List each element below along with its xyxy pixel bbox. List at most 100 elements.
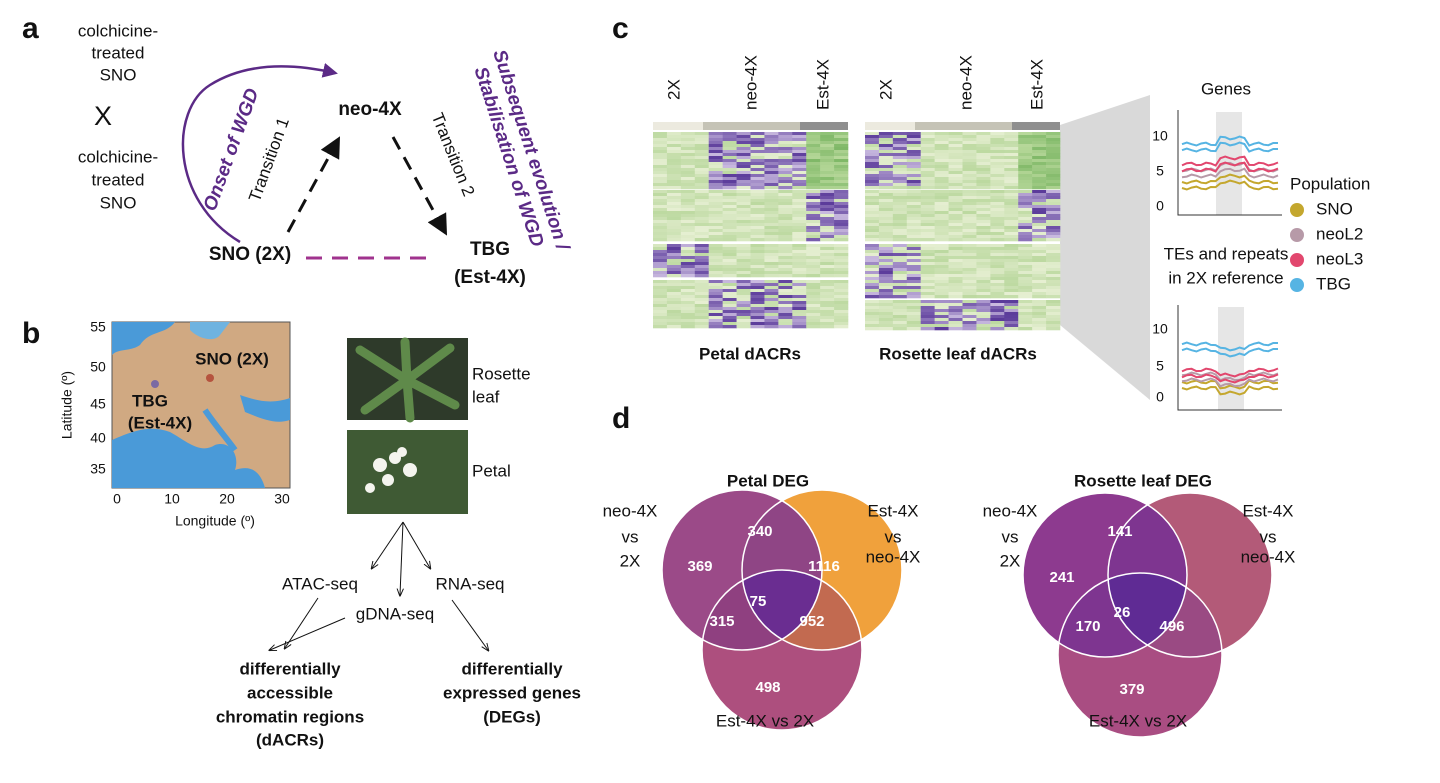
heatmap-cell: [990, 300, 1005, 304]
region-count: 241: [1049, 569, 1074, 586]
heatmap-cell: [680, 177, 696, 181]
heatmap-cell: [750, 262, 765, 266]
heatmap-cell: [962, 183, 977, 187]
heatmap-cell: [666, 235, 682, 239]
heatmap-cell: [736, 244, 751, 248]
heatmap-cell: [778, 244, 793, 248]
heatmap-cell: [976, 303, 991, 307]
heatmap-cell: [1032, 292, 1047, 296]
heatmap-cell: [806, 177, 821, 181]
heatmap-cell: [666, 259, 682, 263]
profile-axis: [1177, 110, 1282, 216]
heatmap-cell: [962, 321, 977, 325]
heatmap-cell: [736, 180, 751, 184]
flow-arrow: [285, 597, 319, 648]
heatmap-cell: [906, 156, 922, 160]
heatmap-cell: [778, 217, 793, 221]
heatmap-cell: [653, 202, 668, 206]
panel-label: d: [612, 402, 630, 435]
heatmap-cell: [792, 256, 807, 260]
heatmap-cell: [694, 325, 710, 329]
heatmap-cell: [1046, 253, 1061, 257]
heatmap-cell: [990, 183, 1005, 187]
heatmap-cell: [680, 247, 696, 251]
heatmap-cell: [906, 286, 922, 290]
heatmap-cell: [1004, 135, 1019, 139]
heatmap-cell: [990, 265, 1005, 269]
heatmap-cell: [1004, 138, 1019, 142]
tissue-label: leaf: [472, 387, 500, 406]
heatmap-cell: [806, 171, 821, 175]
heatmap-cell: [934, 205, 949, 209]
region-count: 75: [750, 593, 767, 610]
heatmap-cell: [806, 217, 821, 221]
heatmap-cell: [892, 214, 908, 218]
output-label: differentially: [461, 659, 563, 678]
heatmap-cell: [906, 168, 922, 172]
output-label: accessible: [247, 683, 333, 702]
heatmap-cell: [1018, 135, 1033, 139]
heatmap-cell: [892, 156, 908, 160]
heatmap-cell: [722, 183, 737, 187]
heatmap-cell: [990, 315, 1005, 319]
profile-line: [1181, 341, 1278, 352]
heatmap-cell: [736, 214, 751, 218]
heatmap-cell: [764, 253, 779, 257]
heatmap-cell: [1004, 289, 1019, 293]
heatmap-cell: [834, 226, 849, 230]
heatmap-cell: [778, 289, 793, 293]
heatmap-cell: [708, 135, 723, 139]
profile-line: [1181, 347, 1278, 358]
heatmap-cell: [820, 159, 835, 163]
heatmap-cell: [976, 229, 991, 233]
heatmap-cell: [920, 202, 935, 206]
heatmap-cell: [666, 286, 682, 290]
heatmap-cell: [934, 174, 949, 178]
heatmap-cell: [834, 238, 849, 242]
heatmap-cell: [976, 306, 991, 310]
heatmap-cell: [920, 253, 935, 257]
heatmap-cell: [948, 208, 963, 212]
heatmap-cell: [1018, 280, 1033, 284]
heatmap-cell: [722, 190, 737, 194]
heatmap-cell: [934, 303, 949, 307]
heatmap-cell: [1018, 180, 1033, 184]
heatmap-cell: [736, 298, 751, 302]
heatmap-cell: [948, 232, 963, 236]
heatmap-cell: [962, 141, 977, 145]
heatmap-cell: [764, 310, 779, 314]
heatmap-cell: [948, 144, 963, 148]
profile-line: [1181, 161, 1279, 173]
heatmap-cell: [892, 174, 908, 178]
heatmap-cell: [680, 147, 696, 151]
heatmap-cell: [834, 307, 849, 311]
heatmap-cell: [1046, 300, 1061, 304]
heatmap-cell: [990, 256, 1005, 260]
onset-arrow: [181, 63, 338, 244]
heatmap: [865, 132, 1061, 331]
heatmap-cell: [1004, 223, 1019, 227]
heatmap-cell: [653, 226, 668, 230]
heatmap-cell: [1032, 306, 1047, 310]
heatmap-cell: [1018, 247, 1033, 251]
heatmap-cell: [878, 177, 894, 181]
heatmap-cell: [708, 211, 723, 215]
heatmap-cell: [764, 208, 779, 212]
heatmap-cell: [820, 259, 835, 263]
heatmap-cell: [976, 156, 991, 160]
heatmap-cell: [806, 229, 821, 233]
heatmap-cell: [1004, 283, 1019, 287]
heatmap-cell: [934, 247, 949, 251]
heatmap-cell: [865, 199, 880, 203]
heatmap-cell: [878, 135, 894, 139]
heatmap-cell: [878, 303, 894, 307]
heatmap-cell: [736, 208, 751, 212]
heatmap-cell: [1004, 262, 1019, 266]
heatmap-cell: [722, 223, 737, 227]
heatmap-cell: [736, 156, 751, 160]
heatmap-cell: [736, 250, 751, 254]
heatmap-cell: [806, 238, 821, 242]
heatmap-cell: [1046, 289, 1061, 293]
heatmap-cell: [708, 183, 723, 187]
heatmap-cell: [878, 280, 894, 284]
